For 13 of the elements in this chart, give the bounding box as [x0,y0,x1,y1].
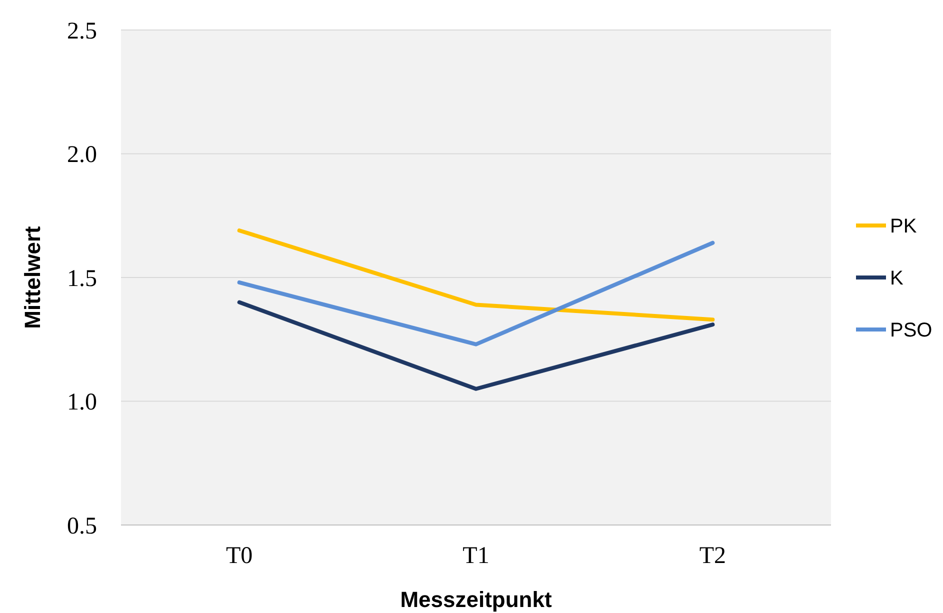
x-tick-label: T1 [462,543,490,569]
y-tick-label: 2.0 [67,142,97,168]
y-tick-label: 1.0 [67,390,97,416]
y-axis-title: Mittelwert [20,225,45,329]
y-tick-label: 2.5 [67,18,97,44]
x-axis-title: Messzeitpunkt [400,587,552,612]
y-tick-label: 1.5 [67,266,97,292]
legend-label: PSO [890,320,932,342]
x-tick-label: T0 [226,543,253,569]
legend-label: PK [890,216,918,238]
y-tick-label: 0.5 [67,513,97,540]
legend-label: K [890,268,904,290]
x-tick-label: T2 [699,543,726,569]
